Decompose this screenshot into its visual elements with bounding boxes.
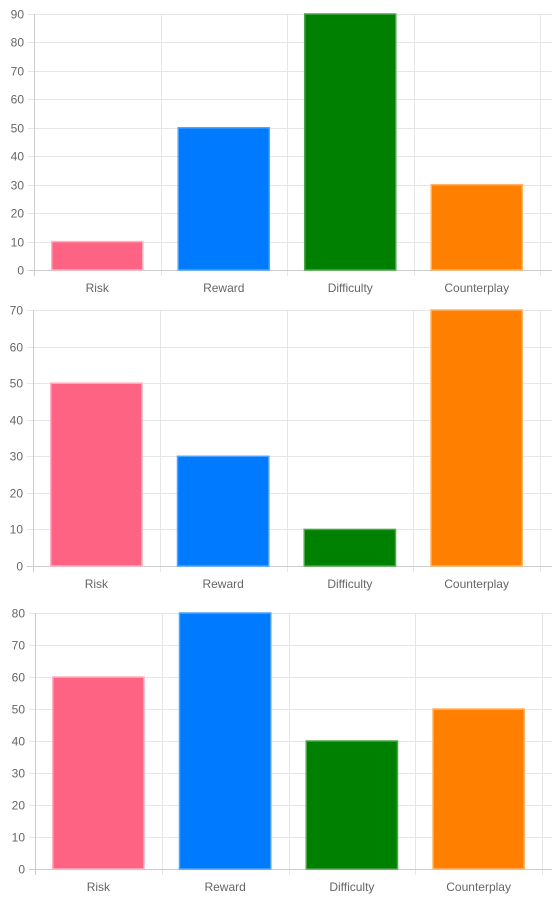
x-tick-label: Counterplay	[444, 577, 509, 591]
x-tick-label: Risk	[87, 880, 111, 894]
bar-reward	[178, 612, 272, 870]
y-tick-label: 60	[10, 341, 24, 355]
bar-risk	[50, 240, 144, 271]
y-tick-label: 0	[18, 863, 25, 877]
x-tick-label: Difficulty	[327, 577, 372, 591]
y-tick-label: 10	[11, 236, 25, 250]
x-tick-label: Counterplay	[446, 880, 511, 894]
x-tick-label: Counterplay	[444, 281, 509, 295]
x-tick-label: Reward	[203, 281, 244, 295]
bar-chart-2: 0 10 20 30 40 50 60 70 Risk Reward Difficulty Count…	[10, 304, 552, 591]
x-tick-label: Reward	[204, 880, 245, 894]
y-tick-label: 30	[11, 179, 25, 193]
bar-reward	[177, 127, 271, 271]
y-tick-label: 0	[17, 264, 24, 278]
y-tick-label: 20	[11, 207, 25, 221]
bar-difficulty	[305, 740, 399, 870]
bar-difficulty	[303, 528, 397, 567]
y-tick-label: 80	[11, 36, 25, 50]
bar-chart-3: 0 10 20 30 40 50 60 70 80 Risk Reward Difficulty Cou…	[12, 607, 552, 894]
bar-reward	[176, 455, 270, 567]
bar-counterplay	[432, 708, 526, 870]
y-tick-label: 30	[12, 767, 26, 781]
chart-1: 0 10 20 30 40 50 60 70 80 90 Risk Reward Difficulty C…	[0, 0, 552, 298]
y-tick-label: 30	[10, 450, 24, 464]
y-tick-label: 90	[11, 8, 25, 22]
y-tick-label: 40	[10, 414, 24, 428]
y-tick-label: 70	[11, 65, 25, 79]
y-tick-label: 50	[10, 377, 24, 391]
bar-risk	[51, 676, 145, 870]
y-tick-label: 70	[10, 304, 24, 318]
y-tick-label: 10	[10, 523, 24, 537]
y-tick-label: 50	[11, 122, 25, 136]
y-tick-label: 40	[11, 150, 25, 164]
x-tick-label: Difficulty	[328, 281, 373, 295]
bar-counterplay	[430, 183, 524, 271]
y-tick-label: 20	[10, 487, 24, 501]
x-tick-label: Risk	[86, 281, 110, 295]
chart-2: 0 10 20 30 40 50 60 70 Risk Reward Difficulty Count…	[0, 298, 552, 600]
chart-3: 0 10 20 30 40 50 60 70 80 Risk Reward Difficulty Cou…	[0, 600, 552, 899]
y-tick-label: 80	[12, 607, 26, 621]
y-tick-label: 10	[12, 831, 26, 845]
y-tick-label: 60	[11, 93, 25, 107]
x-tick-label: Reward	[202, 577, 243, 591]
y-tick-label: 20	[12, 799, 26, 813]
bar-difficulty	[303, 13, 397, 271]
y-tick-label: 40	[12, 735, 26, 749]
y-tick-label: 60	[12, 671, 26, 685]
bar-chart-1: 0 10 20 30 40 50 60 70 80 90 Risk Reward Difficulty C…	[11, 8, 552, 295]
y-tick-label: 70	[12, 639, 26, 653]
x-tick-label: Risk	[85, 577, 109, 591]
y-tick-label: 0	[16, 560, 23, 574]
bar-counterplay	[430, 309, 524, 567]
x-tick-label: Difficulty	[329, 880, 374, 894]
y-tick-label: 50	[12, 703, 26, 717]
bar-risk	[49, 382, 143, 567]
